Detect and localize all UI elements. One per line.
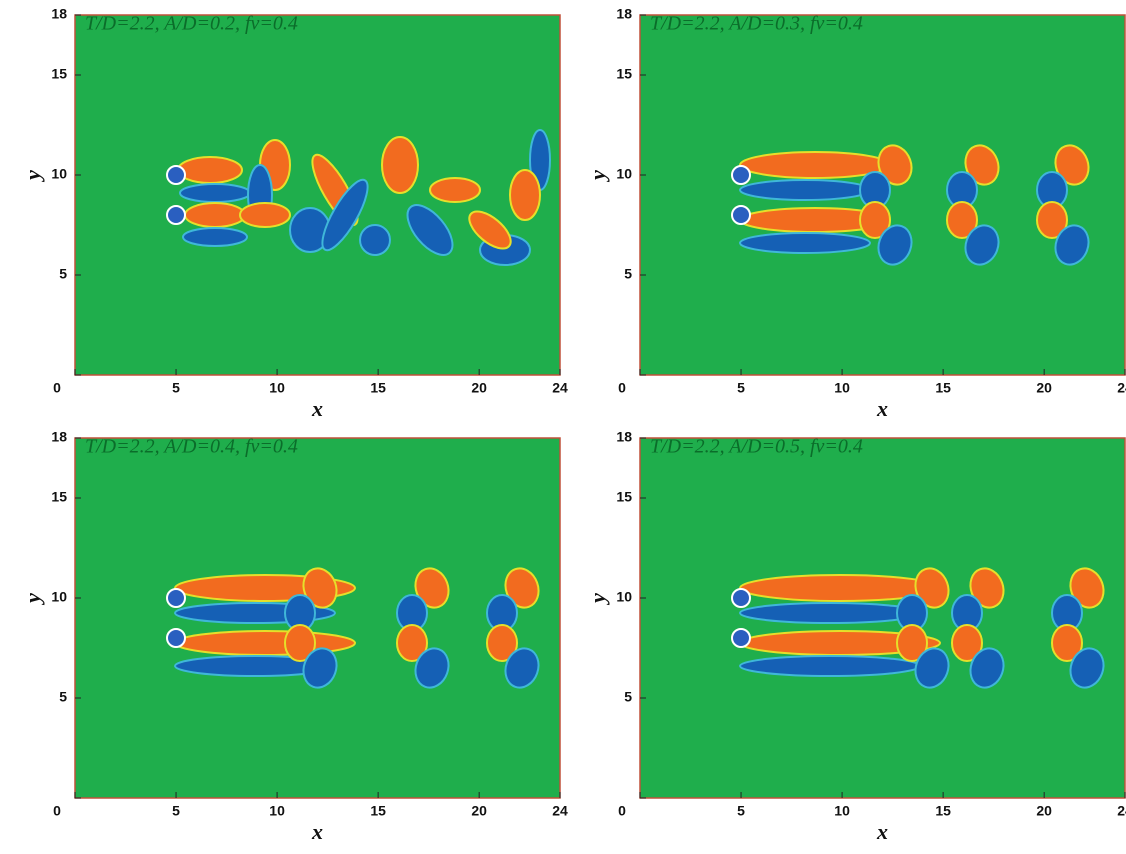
y-axis-label: y: [585, 170, 610, 183]
y-tick-label: 15: [616, 489, 632, 505]
y-tick-label: 10: [51, 589, 67, 605]
x-tick-label: 20: [1036, 380, 1052, 396]
y-tick-label: 10: [51, 166, 67, 182]
x-tick-label: 24: [1117, 380, 1126, 396]
cylinder: [732, 206, 750, 224]
y-tick-label: 5: [624, 266, 632, 282]
x-tick-label: 15: [370, 380, 386, 396]
x-tick-label: 15: [935, 803, 951, 819]
x-tick-label: 24: [552, 380, 568, 396]
vortex: [185, 203, 245, 227]
vortex: [430, 178, 480, 202]
vortex: [360, 225, 390, 255]
cylinder: [167, 629, 185, 647]
x-tick-label: 10: [834, 803, 850, 819]
y-tick-label: 5: [624, 689, 632, 705]
x-axis-label: x: [311, 819, 323, 844]
x-tick-label: 5: [737, 803, 745, 819]
vortex: [510, 170, 540, 220]
y-tick-label: 15: [51, 489, 67, 505]
x-tick-label: 20: [471, 803, 487, 819]
y-tick-label: 18: [616, 6, 632, 22]
y-tick-label: 15: [51, 66, 67, 82]
y-axis-label: y: [585, 593, 610, 606]
x-tick-label: 0: [618, 380, 626, 396]
y-tick-label: 10: [616, 589, 632, 605]
x-axis-label: x: [876, 396, 888, 421]
y-tick-label: 15: [616, 66, 632, 82]
plot-title: T/D=2.2, A/D=0.5, fv=0.4: [650, 436, 863, 458]
vortex: [740, 180, 870, 200]
plot: 0 5 10 15 20 24 5 10 15 18 T/D=2.2, A/D=0.3, fv=0.…: [585, 6, 1126, 421]
y-axis-label: y: [20, 593, 45, 606]
x-tick-label: 24: [1117, 803, 1126, 819]
plot-area: [75, 15, 560, 375]
cylinder: [167, 206, 185, 224]
vortex: [740, 656, 920, 676]
x-tick-label: 0: [53, 380, 61, 396]
plot-title: T/D=2.2, A/D=0.3, fv=0.4: [650, 13, 863, 35]
x-tick-label: 15: [935, 380, 951, 396]
x-tick-label: 0: [53, 803, 61, 819]
vortex: [178, 157, 242, 183]
plot-title: T/D=2.2, A/D=0.4, fv=0.4: [85, 436, 298, 458]
y-axis-label: y: [20, 170, 45, 183]
x-axis-label: x: [311, 396, 323, 421]
plot: 0 5 10 15 20 24 5 10 15 18 T/D=2.2, A/D=0.2, fv=0.…: [20, 6, 568, 421]
x-tick-label: 10: [269, 803, 285, 819]
cylinder: [732, 589, 750, 607]
cylinder: [167, 166, 185, 184]
x-tick-label: 0: [618, 803, 626, 819]
x-tick-label: 5: [172, 803, 180, 819]
vortex: [740, 603, 920, 623]
y-tick-label: 5: [59, 689, 67, 705]
plot-title: T/D=2.2, A/D=0.2, fv=0.4: [85, 13, 298, 35]
x-tick-label: 15: [370, 803, 386, 819]
plot: 0 5 10 15 20 24 5 10 15 18 T/D=2.2, A/D=0.4, fv=0.…: [20, 429, 568, 844]
vortex: [740, 233, 870, 253]
x-tick-label: 20: [1036, 803, 1052, 819]
x-axis-label: x: [876, 819, 888, 844]
y-tick-label: 18: [51, 6, 67, 22]
x-tick-label: 20: [471, 380, 487, 396]
vortex: [180, 184, 250, 202]
x-tick-label: 5: [737, 380, 745, 396]
figure: 0 5 10 15 20 24 5 10 15 18 T/D=2.2, A/D=0.2, fv=0.…: [0, 0, 1126, 854]
x-tick-label: 24: [552, 803, 568, 819]
cylinder: [732, 629, 750, 647]
y-tick-label: 10: [616, 166, 632, 182]
vortex: [183, 228, 247, 246]
plot: 0 5 10 15 20 24 5 10 15 18 T/D=2.2, A/D=0.5, fv=0.…: [585, 429, 1126, 844]
y-tick-label: 18: [51, 429, 67, 445]
y-tick-label: 18: [616, 429, 632, 445]
cylinder: [167, 589, 185, 607]
x-tick-label: 5: [172, 380, 180, 396]
vortex: [240, 203, 290, 227]
x-tick-label: 10: [269, 380, 285, 396]
y-tick-label: 5: [59, 266, 67, 282]
cylinder: [732, 166, 750, 184]
vortex: [382, 137, 418, 193]
x-tick-label: 10: [834, 380, 850, 396]
